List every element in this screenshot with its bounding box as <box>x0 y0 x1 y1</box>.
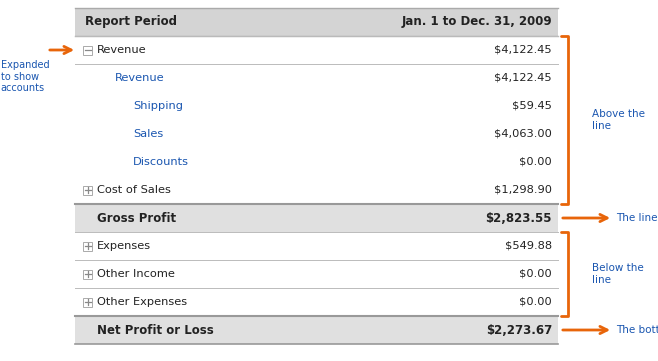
Bar <box>75 176 558 204</box>
Bar <box>75 204 558 232</box>
Text: $59.45: $59.45 <box>512 101 552 111</box>
Text: Expenses: Expenses <box>97 241 151 251</box>
Text: $0.00: $0.00 <box>519 157 552 167</box>
Text: The bottom line: The bottom line <box>616 325 658 335</box>
Text: $0.00: $0.00 <box>519 297 552 307</box>
Text: $4,122.45: $4,122.45 <box>494 73 552 83</box>
Text: Net Profit or Loss: Net Profit or Loss <box>97 323 214 336</box>
Bar <box>83 186 92 195</box>
Bar <box>75 232 558 260</box>
Bar <box>75 36 558 64</box>
Text: Sales: Sales <box>133 129 163 139</box>
Text: Revenue: Revenue <box>115 73 164 83</box>
Text: $4,063.00: $4,063.00 <box>494 129 552 139</box>
Bar <box>75 260 558 288</box>
Text: The line: The line <box>616 213 657 223</box>
Bar <box>83 45 92 55</box>
Bar <box>75 120 558 148</box>
Bar <box>75 64 558 92</box>
Text: Revenue: Revenue <box>97 45 147 55</box>
Text: Gross Profit: Gross Profit <box>97 212 176 225</box>
Text: Jan. 1 to Dec. 31, 2009: Jan. 1 to Dec. 31, 2009 <box>401 16 552 29</box>
Bar <box>75 92 558 120</box>
Bar <box>75 8 558 36</box>
Bar <box>83 242 92 251</box>
Text: Below the
line: Below the line <box>592 263 644 285</box>
Bar <box>75 316 558 344</box>
Text: Other Expenses: Other Expenses <box>97 297 187 307</box>
Bar <box>83 270 92 278</box>
Text: $2,823.55: $2,823.55 <box>486 212 552 225</box>
Bar <box>75 288 558 316</box>
Text: Above the
line: Above the line <box>592 109 645 131</box>
Text: $4,122.45: $4,122.45 <box>494 45 552 55</box>
Bar <box>83 297 92 306</box>
Text: $2,273.67: $2,273.67 <box>486 323 552 336</box>
Text: Expanded
to show
accounts: Expanded to show accounts <box>1 60 49 93</box>
Text: Discounts: Discounts <box>133 157 189 167</box>
Text: Shipping: Shipping <box>133 101 183 111</box>
Text: $549.88: $549.88 <box>505 241 552 251</box>
Text: Cost of Sales: Cost of Sales <box>97 185 171 195</box>
Text: Report Period: Report Period <box>85 16 177 29</box>
Text: $1,298.90: $1,298.90 <box>494 185 552 195</box>
Bar <box>75 148 558 176</box>
Text: Other Income: Other Income <box>97 269 175 279</box>
Text: $0.00: $0.00 <box>519 269 552 279</box>
